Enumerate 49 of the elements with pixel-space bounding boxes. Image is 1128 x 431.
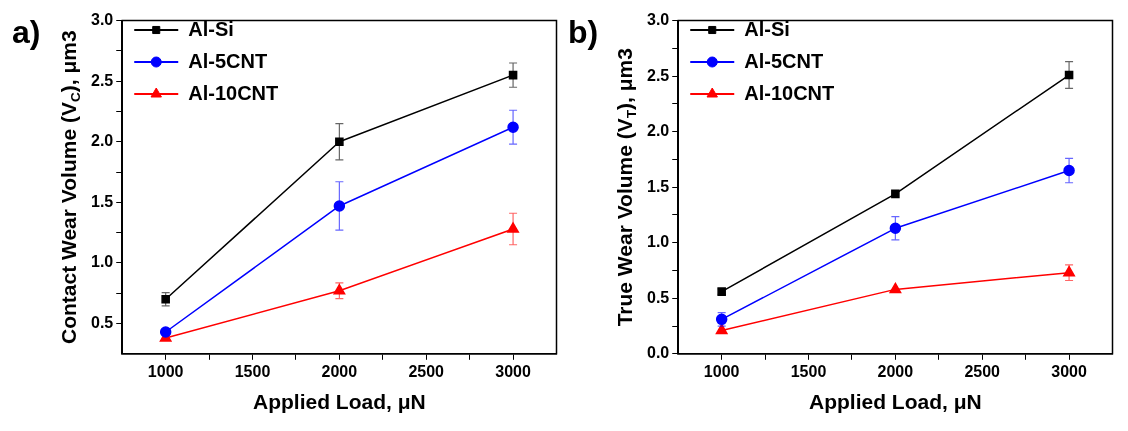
point bbox=[1063, 265, 1076, 277]
y-tick-label: 1.5 bbox=[90, 192, 114, 210]
x-tick-label: 2500 bbox=[408, 362, 445, 380]
y-tick-label: 3.0 bbox=[646, 11, 670, 29]
x-tick-label: 1000 bbox=[147, 362, 184, 380]
y-tick-label: 2.5 bbox=[646, 66, 670, 84]
legend-label: Al-10CNT bbox=[744, 81, 835, 104]
x-tick-label: 3000 bbox=[495, 362, 531, 380]
x-axis-title: Applied Load, μN bbox=[253, 389, 426, 413]
y-tick-label: 0.5 bbox=[90, 313, 114, 331]
y-tick-label: 1.0 bbox=[646, 233, 670, 251]
y-tick-label: 2.0 bbox=[646, 122, 670, 140]
x-tick-label: 1500 bbox=[234, 362, 271, 380]
y-tick-label: 3.0 bbox=[90, 11, 114, 29]
x-tick-label: 2000 bbox=[877, 362, 914, 380]
legend-label: Al-5CNT bbox=[188, 49, 268, 72]
x-tick-label: 1500 bbox=[790, 362, 827, 380]
y-tick-label: 2.0 bbox=[90, 132, 114, 150]
point bbox=[508, 70, 518, 80]
point bbox=[335, 137, 344, 147]
y-tick-label: 1.5 bbox=[646, 177, 670, 195]
point bbox=[333, 284, 346, 295]
y-axis-title: True Wear Volume (VT), μm3 bbox=[612, 48, 640, 327]
x-tick-label: 1000 bbox=[703, 362, 740, 380]
point bbox=[1064, 70, 1074, 80]
legend-label: Al-Si bbox=[744, 17, 790, 40]
legend-label: Al-Si bbox=[188, 17, 234, 40]
point bbox=[715, 323, 728, 335]
point bbox=[891, 189, 900, 199]
point bbox=[889, 282, 902, 294]
text: a) bbox=[12, 14, 41, 51]
y-tick-label: 2.5 bbox=[90, 71, 114, 89]
x-tick-label: 2000 bbox=[321, 362, 358, 380]
text: b) bbox=[568, 14, 599, 51]
point bbox=[507, 121, 519, 133]
x-axis-title: Applied Load, μN bbox=[809, 389, 982, 413]
legend-label: Al-10CNT bbox=[188, 81, 279, 104]
x-tick-label: 3000 bbox=[1051, 362, 1087, 380]
y-axis-title: Contact Wear Volume (VC), μm3 bbox=[56, 30, 84, 345]
y-tick-label: 0.5 bbox=[646, 288, 670, 306]
point bbox=[333, 200, 346, 212]
y-tick-label: 1.0 bbox=[90, 253, 114, 271]
point bbox=[889, 222, 902, 235]
point bbox=[1063, 164, 1075, 177]
y-tick-label: 0.0 bbox=[646, 344, 670, 362]
point bbox=[507, 222, 520, 233]
point bbox=[159, 326, 172, 338]
legend-label: Al-5CNT bbox=[744, 49, 824, 72]
x-tick-label: 2500 bbox=[964, 362, 1001, 380]
